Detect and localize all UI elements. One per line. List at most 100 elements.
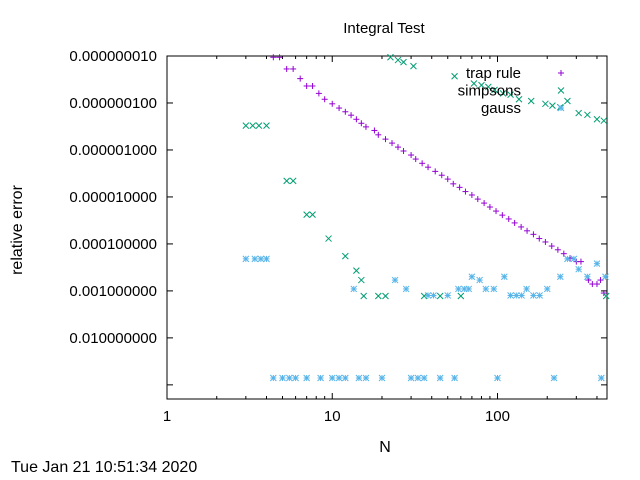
data-point xyxy=(515,95,523,103)
data-point xyxy=(251,255,259,263)
data-point xyxy=(470,80,478,87)
legend-label: gauss xyxy=(481,100,521,117)
data-point xyxy=(362,374,370,382)
data-point xyxy=(382,292,389,300)
data-point xyxy=(593,260,601,268)
data-point xyxy=(325,235,332,242)
data-point xyxy=(524,227,531,234)
data-point xyxy=(360,292,368,300)
y-axis-label: relative error xyxy=(9,184,26,274)
data-point xyxy=(374,292,382,300)
data-point xyxy=(378,374,386,382)
data-point xyxy=(269,374,277,382)
legend-marker xyxy=(557,87,565,94)
data-point xyxy=(444,292,452,299)
x-axis-label: N xyxy=(379,439,391,456)
data-point xyxy=(419,160,426,167)
data-point xyxy=(309,82,316,89)
data-point xyxy=(507,91,514,99)
data-point xyxy=(355,374,363,382)
data-point xyxy=(482,285,490,293)
data-point xyxy=(523,285,530,293)
timestamp: Tue Jan 21 10:51:34 2020 xyxy=(11,459,198,476)
axis-ticks: 1 10 100 0.000000010 0.000000100 0.000001000 0… xyxy=(69,48,607,425)
chart-title: Integral Test xyxy=(343,20,425,37)
data-point xyxy=(490,285,498,293)
data-point xyxy=(297,75,304,82)
data-point xyxy=(292,374,299,382)
legend-marker xyxy=(557,104,565,112)
data-point xyxy=(593,115,601,123)
data-point xyxy=(387,53,394,61)
data-point xyxy=(570,255,578,263)
data-point xyxy=(255,122,263,129)
data-point xyxy=(511,219,518,226)
data-point xyxy=(249,122,257,129)
data-point xyxy=(309,211,316,218)
data-point xyxy=(536,292,544,299)
data-point xyxy=(505,215,512,222)
data-point xyxy=(575,109,583,117)
data-point xyxy=(357,276,365,284)
data-point xyxy=(542,100,549,108)
data-point xyxy=(289,177,297,185)
data-point xyxy=(499,90,507,97)
data-point xyxy=(560,250,567,257)
data-point xyxy=(402,285,410,293)
data-point xyxy=(400,148,407,155)
data-point xyxy=(242,122,250,129)
data-point xyxy=(303,374,310,382)
y-tick-label: 0.000100000 xyxy=(69,236,157,253)
data-point xyxy=(315,90,322,97)
data-point xyxy=(476,276,484,284)
x-tick-label: 10 xyxy=(324,408,341,425)
data-point xyxy=(348,112,355,119)
data-point xyxy=(436,374,444,382)
data-point xyxy=(512,292,520,299)
data-point xyxy=(414,374,422,382)
data-point xyxy=(303,211,310,218)
data-point xyxy=(362,123,369,130)
data-point xyxy=(263,122,270,129)
data-point xyxy=(602,273,609,281)
series-gauss xyxy=(242,255,609,382)
legend-marker xyxy=(558,70,564,76)
data-point xyxy=(432,168,439,175)
data-point xyxy=(518,223,525,230)
data-point xyxy=(394,144,401,151)
data-point xyxy=(584,273,591,281)
data-point xyxy=(474,196,481,203)
data-point xyxy=(451,374,458,382)
y-tick-label: 0.000010000 xyxy=(69,189,157,206)
data-point xyxy=(321,96,328,103)
data-point xyxy=(486,204,493,211)
data-point xyxy=(353,267,360,274)
data-point xyxy=(530,292,537,299)
data-point xyxy=(358,120,365,127)
data-point xyxy=(600,117,608,125)
data-point xyxy=(542,238,549,245)
data-point xyxy=(457,292,465,300)
data-point xyxy=(550,374,558,382)
data-point xyxy=(564,255,571,263)
data-point xyxy=(491,86,498,94)
data-marks xyxy=(242,53,610,382)
data-point xyxy=(564,97,571,105)
legend-label: trap rule xyxy=(466,65,521,82)
data-point xyxy=(279,374,286,382)
y-tick-label: 0.001000000 xyxy=(69,283,157,300)
data-point xyxy=(518,292,525,299)
series-simpsons xyxy=(242,53,610,300)
data-point xyxy=(462,188,469,195)
data-point xyxy=(530,231,537,238)
data-point xyxy=(335,374,343,382)
data-point xyxy=(527,97,535,105)
data-point xyxy=(536,235,543,242)
y-tick-label: 0.000000100 xyxy=(69,95,157,112)
data-point xyxy=(242,255,250,263)
data-point xyxy=(382,136,389,143)
y-tick-label: 0.000000010 xyxy=(69,48,157,65)
data-point xyxy=(484,83,492,91)
data-point xyxy=(341,252,349,260)
